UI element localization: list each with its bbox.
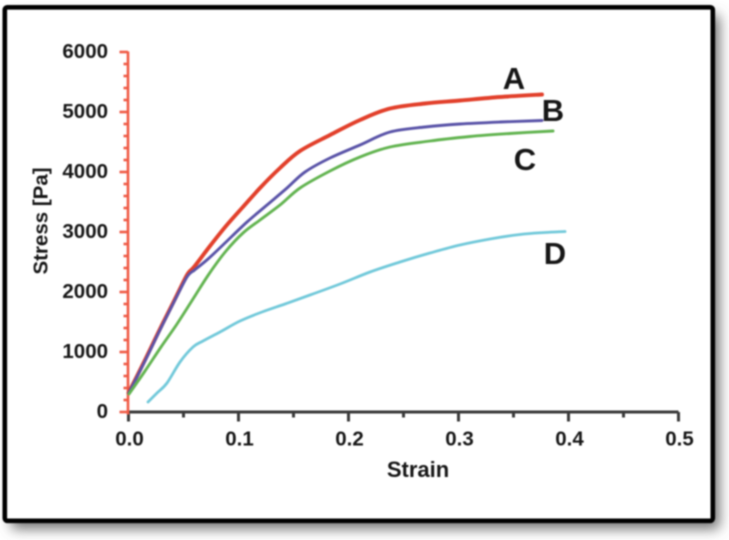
svg-text:6000: 6000 <box>62 40 108 63</box>
svg-text:5000: 5000 <box>62 100 108 123</box>
svg-text:0.2: 0.2 <box>335 428 364 451</box>
svg-text:A: A <box>503 61 525 96</box>
svg-text:4000: 4000 <box>62 160 108 183</box>
svg-text:1000: 1000 <box>62 340 108 363</box>
svg-text:0.4: 0.4 <box>555 428 584 451</box>
svg-text:0.1: 0.1 <box>225 428 254 451</box>
svg-text:0.5: 0.5 <box>665 428 694 451</box>
svg-text:C: C <box>514 142 536 177</box>
svg-text:0.3: 0.3 <box>445 428 474 451</box>
svg-text:Strain: Strain <box>387 457 449 482</box>
svg-text:Stress [Pa]: Stress [Pa] <box>30 167 53 274</box>
svg-text:3000: 3000 <box>62 220 108 243</box>
svg-text:2000: 2000 <box>62 280 108 303</box>
svg-text:B: B <box>542 93 564 128</box>
svg-text:0.0: 0.0 <box>115 428 144 451</box>
svg-text:D: D <box>544 236 566 271</box>
svg-text:0: 0 <box>97 400 108 423</box>
